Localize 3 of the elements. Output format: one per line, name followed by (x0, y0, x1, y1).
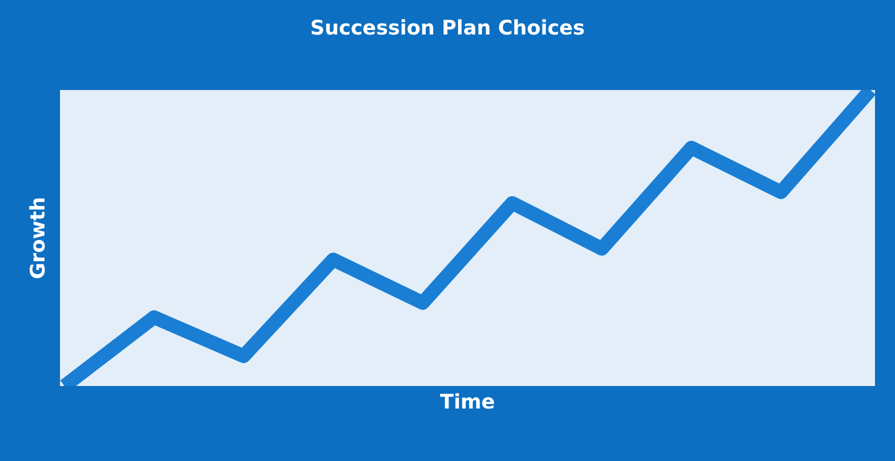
chart-title: Succession Plan Choices (310, 16, 585, 40)
y-axis-title: Growth (26, 196, 50, 280)
x-axis-title: Time (440, 390, 495, 414)
